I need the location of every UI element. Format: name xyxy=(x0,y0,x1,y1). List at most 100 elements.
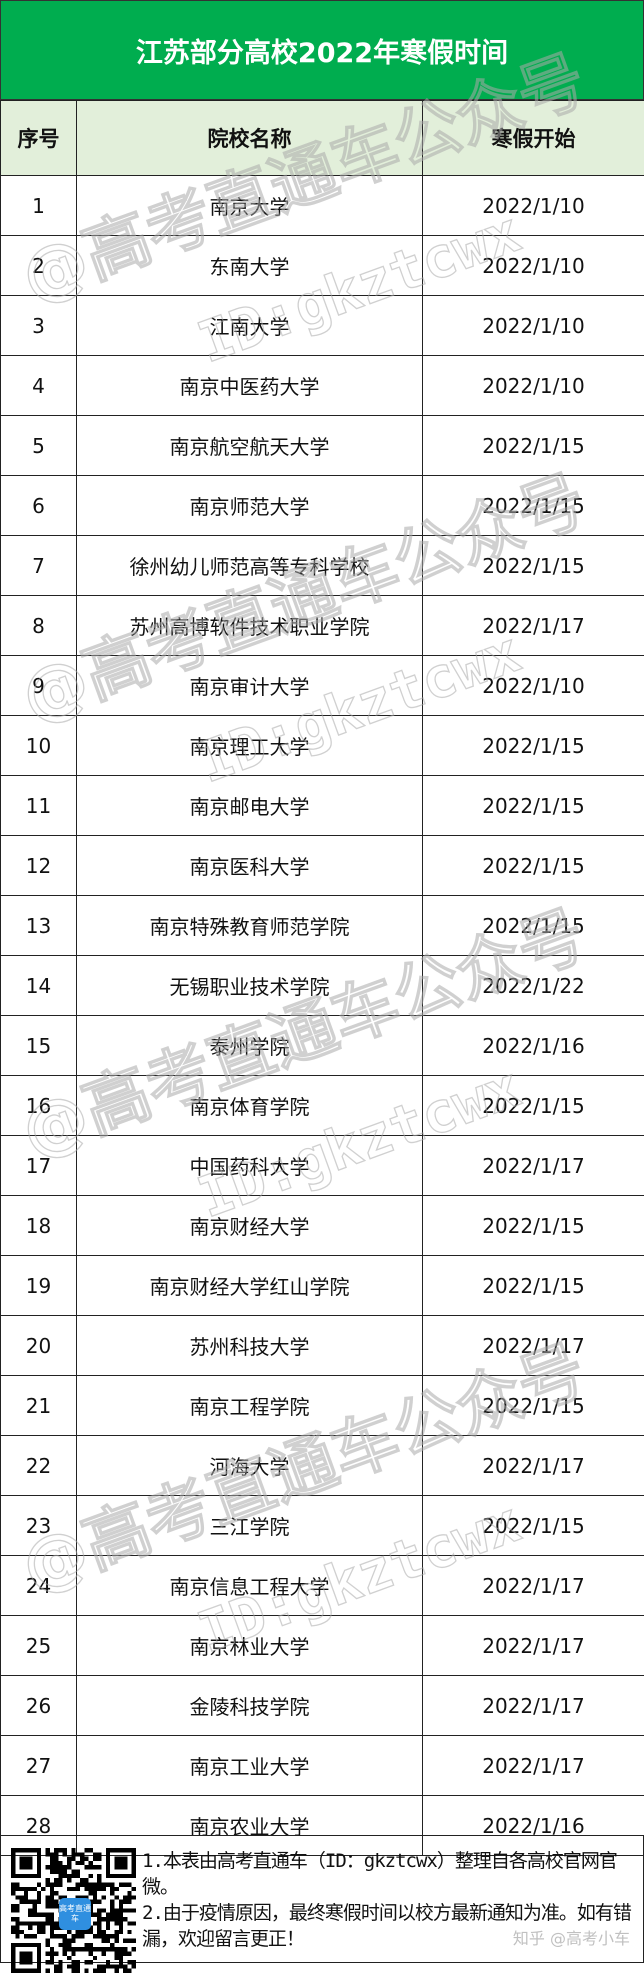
cell-index: 23 xyxy=(1,1496,77,1556)
cell-school: 南京理工大学 xyxy=(77,716,423,776)
cell-school: 南京师范大学 xyxy=(77,476,423,536)
cell-start-date: 2022/1/15 xyxy=(423,536,644,596)
cell-index: 16 xyxy=(1,1076,77,1136)
cell-school: 南京财经大学红山学院 xyxy=(77,1256,423,1316)
cell-start-date: 2022/1/16 xyxy=(423,1016,644,1076)
note-1: 1.本表由高考直通车（ID：gkztcwx）整理自各高校官网官微。 xyxy=(142,1848,639,1900)
cell-index: 15 xyxy=(1,1016,77,1076)
cell-start-date: 2022/1/15 xyxy=(423,896,644,956)
cell-school: 泰州学院 xyxy=(77,1016,423,1076)
cell-index: 5 xyxy=(1,416,77,476)
cell-start-date: 2022/1/15 xyxy=(423,416,644,476)
cell-start-date: 2022/1/10 xyxy=(423,356,644,416)
qr-logo: 高考直通车 xyxy=(59,1898,91,1930)
cell-index: 24 xyxy=(1,1556,77,1616)
cell-start-date: 2022/1/15 xyxy=(423,1256,644,1316)
cell-start-date: 2022/1/15 xyxy=(423,1376,644,1436)
cell-start-date: 2022/1/15 xyxy=(423,1496,644,1556)
cell-start-date: 2022/1/15 xyxy=(423,716,644,776)
cell-start-date: 2022/1/17 xyxy=(423,1736,644,1796)
cell-school: 南京信息工程大学 xyxy=(77,1556,423,1616)
cell-start-date: 2022/1/17 xyxy=(423,1136,644,1196)
cell-school: 东南大学 xyxy=(77,236,423,296)
cell-school: 南京审计大学 xyxy=(77,656,423,716)
cell-index: 13 xyxy=(1,896,77,956)
cell-index: 9 xyxy=(1,656,77,716)
cell-school: 江南大学 xyxy=(77,296,423,356)
cell-school: 中国药科大学 xyxy=(77,1136,423,1196)
cell-index: 21 xyxy=(1,1376,77,1436)
qr-code: 高考直通车 xyxy=(11,1848,136,1973)
cell-index: 1 xyxy=(1,176,77,236)
cell-start-date: 2022/1/17 xyxy=(423,1616,644,1676)
table-title: 江苏部分高校2022年寒假时间 xyxy=(0,0,644,100)
cell-index: 22 xyxy=(1,1436,77,1496)
cell-school: 南京中医药大学 xyxy=(77,356,423,416)
cell-index: 12 xyxy=(1,836,77,896)
cell-school: 南京林业大学 xyxy=(77,1616,423,1676)
cell-school: 南京医科大学 xyxy=(77,836,423,896)
cell-school: 苏州科技大学 xyxy=(77,1316,423,1376)
cell-index: 26 xyxy=(1,1676,77,1736)
cell-school: 河海大学 xyxy=(77,1436,423,1496)
cell-school: 无锡职业技术学院 xyxy=(77,956,423,1016)
cell-school: 南京体育学院 xyxy=(77,1076,423,1136)
cell-school: 南京邮电大学 xyxy=(77,776,423,836)
cell-school: 苏州高博软件技术职业学院 xyxy=(77,596,423,656)
cell-school: 南京工程学院 xyxy=(77,1376,423,1436)
cell-start-date: 2022/1/15 xyxy=(423,1196,644,1256)
cell-start-date: 2022/1/15 xyxy=(423,836,644,896)
cell-index: 19 xyxy=(1,1256,77,1316)
cell-school: 南京大学 xyxy=(77,176,423,236)
cell-index: 7 xyxy=(1,536,77,596)
cell-start-date: 2022/1/10 xyxy=(423,176,644,236)
header-school: 院校名称 xyxy=(77,101,423,176)
cell-start-date: 2022/1/22 xyxy=(423,956,644,1016)
cell-index: 2 xyxy=(1,236,77,296)
cell-index: 4 xyxy=(1,356,77,416)
cell-school: 徐州幼儿师范高等专科学校 xyxy=(77,536,423,596)
header-row: 序号 院校名称 寒假开始 xyxy=(1,101,644,176)
cell-index: 27 xyxy=(1,1736,77,1796)
cell-start-date: 2022/1/10 xyxy=(423,296,644,356)
cell-start-date: 2022/1/15 xyxy=(423,476,644,536)
cell-school: 南京财经大学 xyxy=(77,1196,423,1256)
cell-start-date: 2022/1/15 xyxy=(423,1076,644,1136)
cell-start-date: 2022/1/10 xyxy=(423,656,644,716)
header-index: 序号 xyxy=(1,101,77,176)
cell-start-date: 2022/1/17 xyxy=(423,1676,644,1736)
cell-index: 8 xyxy=(1,596,77,656)
cell-start-date: 2022/1/17 xyxy=(423,1436,644,1496)
cell-index: 18 xyxy=(1,1196,77,1256)
cell-index: 10 xyxy=(1,716,77,776)
header-start-date: 寒假开始 xyxy=(423,101,644,176)
cell-start-date: 2022/1/17 xyxy=(423,1316,644,1376)
cell-school: 金陵科技学院 xyxy=(77,1676,423,1736)
cell-index: 6 xyxy=(1,476,77,536)
cell-index: 14 xyxy=(1,956,77,1016)
cell-school: 三江学院 xyxy=(77,1496,423,1556)
cell-start-date: 2022/1/10 xyxy=(423,236,644,296)
